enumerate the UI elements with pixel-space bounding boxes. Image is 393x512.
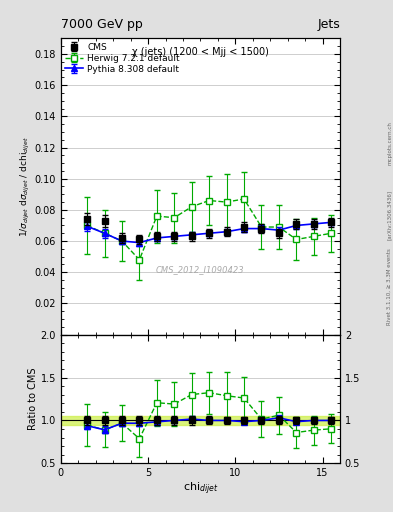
Text: mcplots.cern.ch: mcplots.cern.ch (387, 121, 392, 165)
Text: [arXiv:1306.3436]: [arXiv:1306.3436] (387, 190, 392, 240)
X-axis label: chi$_{dijet}$: chi$_{dijet}$ (183, 481, 218, 497)
Text: 7000 GeV pp: 7000 GeV pp (61, 18, 143, 31)
Bar (61, 416, 340, 425)
Text: χ (jets) (1200 < Mjj < 1500): χ (jets) (1200 < Mjj < 1500) (132, 47, 269, 57)
Text: CMS_2012_I1090423: CMS_2012_I1090423 (156, 265, 245, 274)
Y-axis label: 1/$\sigma_{dijet}$ d$\sigma_{dijet}$ / dchi$_{dijet}$: 1/$\sigma_{dijet}$ d$\sigma_{dijet}$ / d… (19, 136, 32, 237)
Y-axis label: Ratio to CMS: Ratio to CMS (28, 368, 38, 430)
Text: Jets: Jets (317, 18, 340, 31)
Legend: CMS, Herwig 7.2.1 default, Pythia 8.308 default: CMS, Herwig 7.2.1 default, Pythia 8.308 … (64, 41, 182, 75)
Text: Rivet 3.1.10, ≥ 3.3M events: Rivet 3.1.10, ≥ 3.3M events (387, 248, 392, 325)
